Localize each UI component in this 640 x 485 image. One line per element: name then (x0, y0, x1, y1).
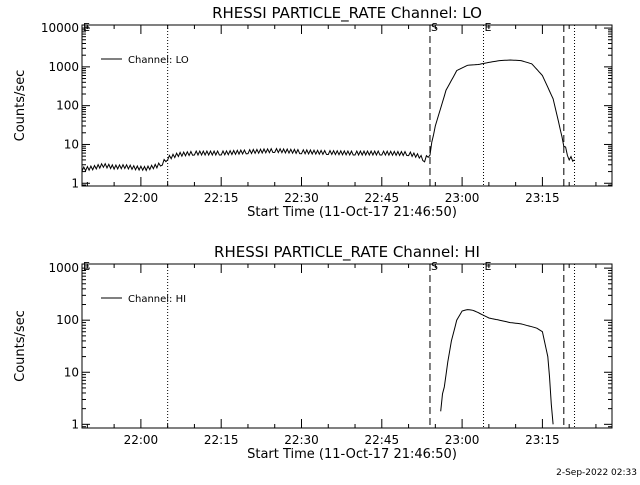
y-tick-label: 1 (71, 176, 79, 190)
x-tick-label: 22:45 (365, 433, 400, 447)
marker-label: S (431, 21, 438, 34)
legend-entry: Channel: LO (128, 55, 189, 66)
marker-label: E (83, 260, 90, 273)
marker-label: E (83, 21, 90, 34)
chart-title: RHESSI PARTICLE_RATE Channel: HI (214, 243, 480, 262)
series-line (81, 59, 575, 172)
lo-channel-chart: RHESSI PARTICLE_RATE Channel: LO 1 10 100 10… (13, 4, 613, 220)
x-tick-label: 23:15 (525, 433, 560, 447)
x-tick-label: 22:00 (124, 433, 159, 447)
x-tick-label: 22:00 (124, 191, 159, 205)
x-tick-label: 23:00 (445, 433, 480, 447)
y-axis-label: Counts/sec (13, 310, 28, 382)
chart-title: RHESSI PARTICLE_RATE Channel: LO (212, 4, 482, 23)
x-tick-label: 23:15 (525, 191, 560, 205)
marker-label: E (485, 260, 492, 273)
x-tick-label: 22:15 (204, 191, 239, 205)
plot-timestamp: 2-Sep-2022 02:33 (556, 468, 637, 478)
x-tick-label: 22:30 (284, 433, 319, 447)
x-tick-label: 22:45 (365, 191, 400, 205)
y-tick-label: 1000 (48, 60, 79, 74)
y-tick-label: 100 (56, 313, 79, 327)
y-tick-label: 10000 (41, 21, 79, 35)
y-tick-label: 10 (64, 365, 79, 379)
legend-entry: Channel: HI (128, 294, 186, 305)
x-tick-label: 22:15 (204, 433, 239, 447)
y-tick-label: 1 (71, 417, 79, 431)
x-tick-label: 23:00 (445, 191, 480, 205)
marker-label: S (431, 260, 438, 273)
marker-label: E (485, 21, 492, 34)
hi-channel-chart: RHESSI PARTICLE_RATE Channel: HI 1 10 100 10… (13, 243, 613, 462)
y-tick-label: 1000 (48, 261, 79, 275)
y-tick-label: 10 (64, 137, 79, 151)
x-tick-label: 22:30 (284, 191, 319, 205)
plot-frame (81, 24, 613, 187)
x-axis-label: Start Time (11-Oct-17 21:46:50) (247, 447, 457, 462)
y-tick-label: 100 (56, 99, 79, 113)
x-axis-label: Start Time (11-Oct-17 21:46:50) (247, 205, 457, 220)
plot-frame (81, 263, 613, 429)
y-axis-label: Counts/sec (13, 70, 28, 142)
series-line (440, 309, 554, 425)
